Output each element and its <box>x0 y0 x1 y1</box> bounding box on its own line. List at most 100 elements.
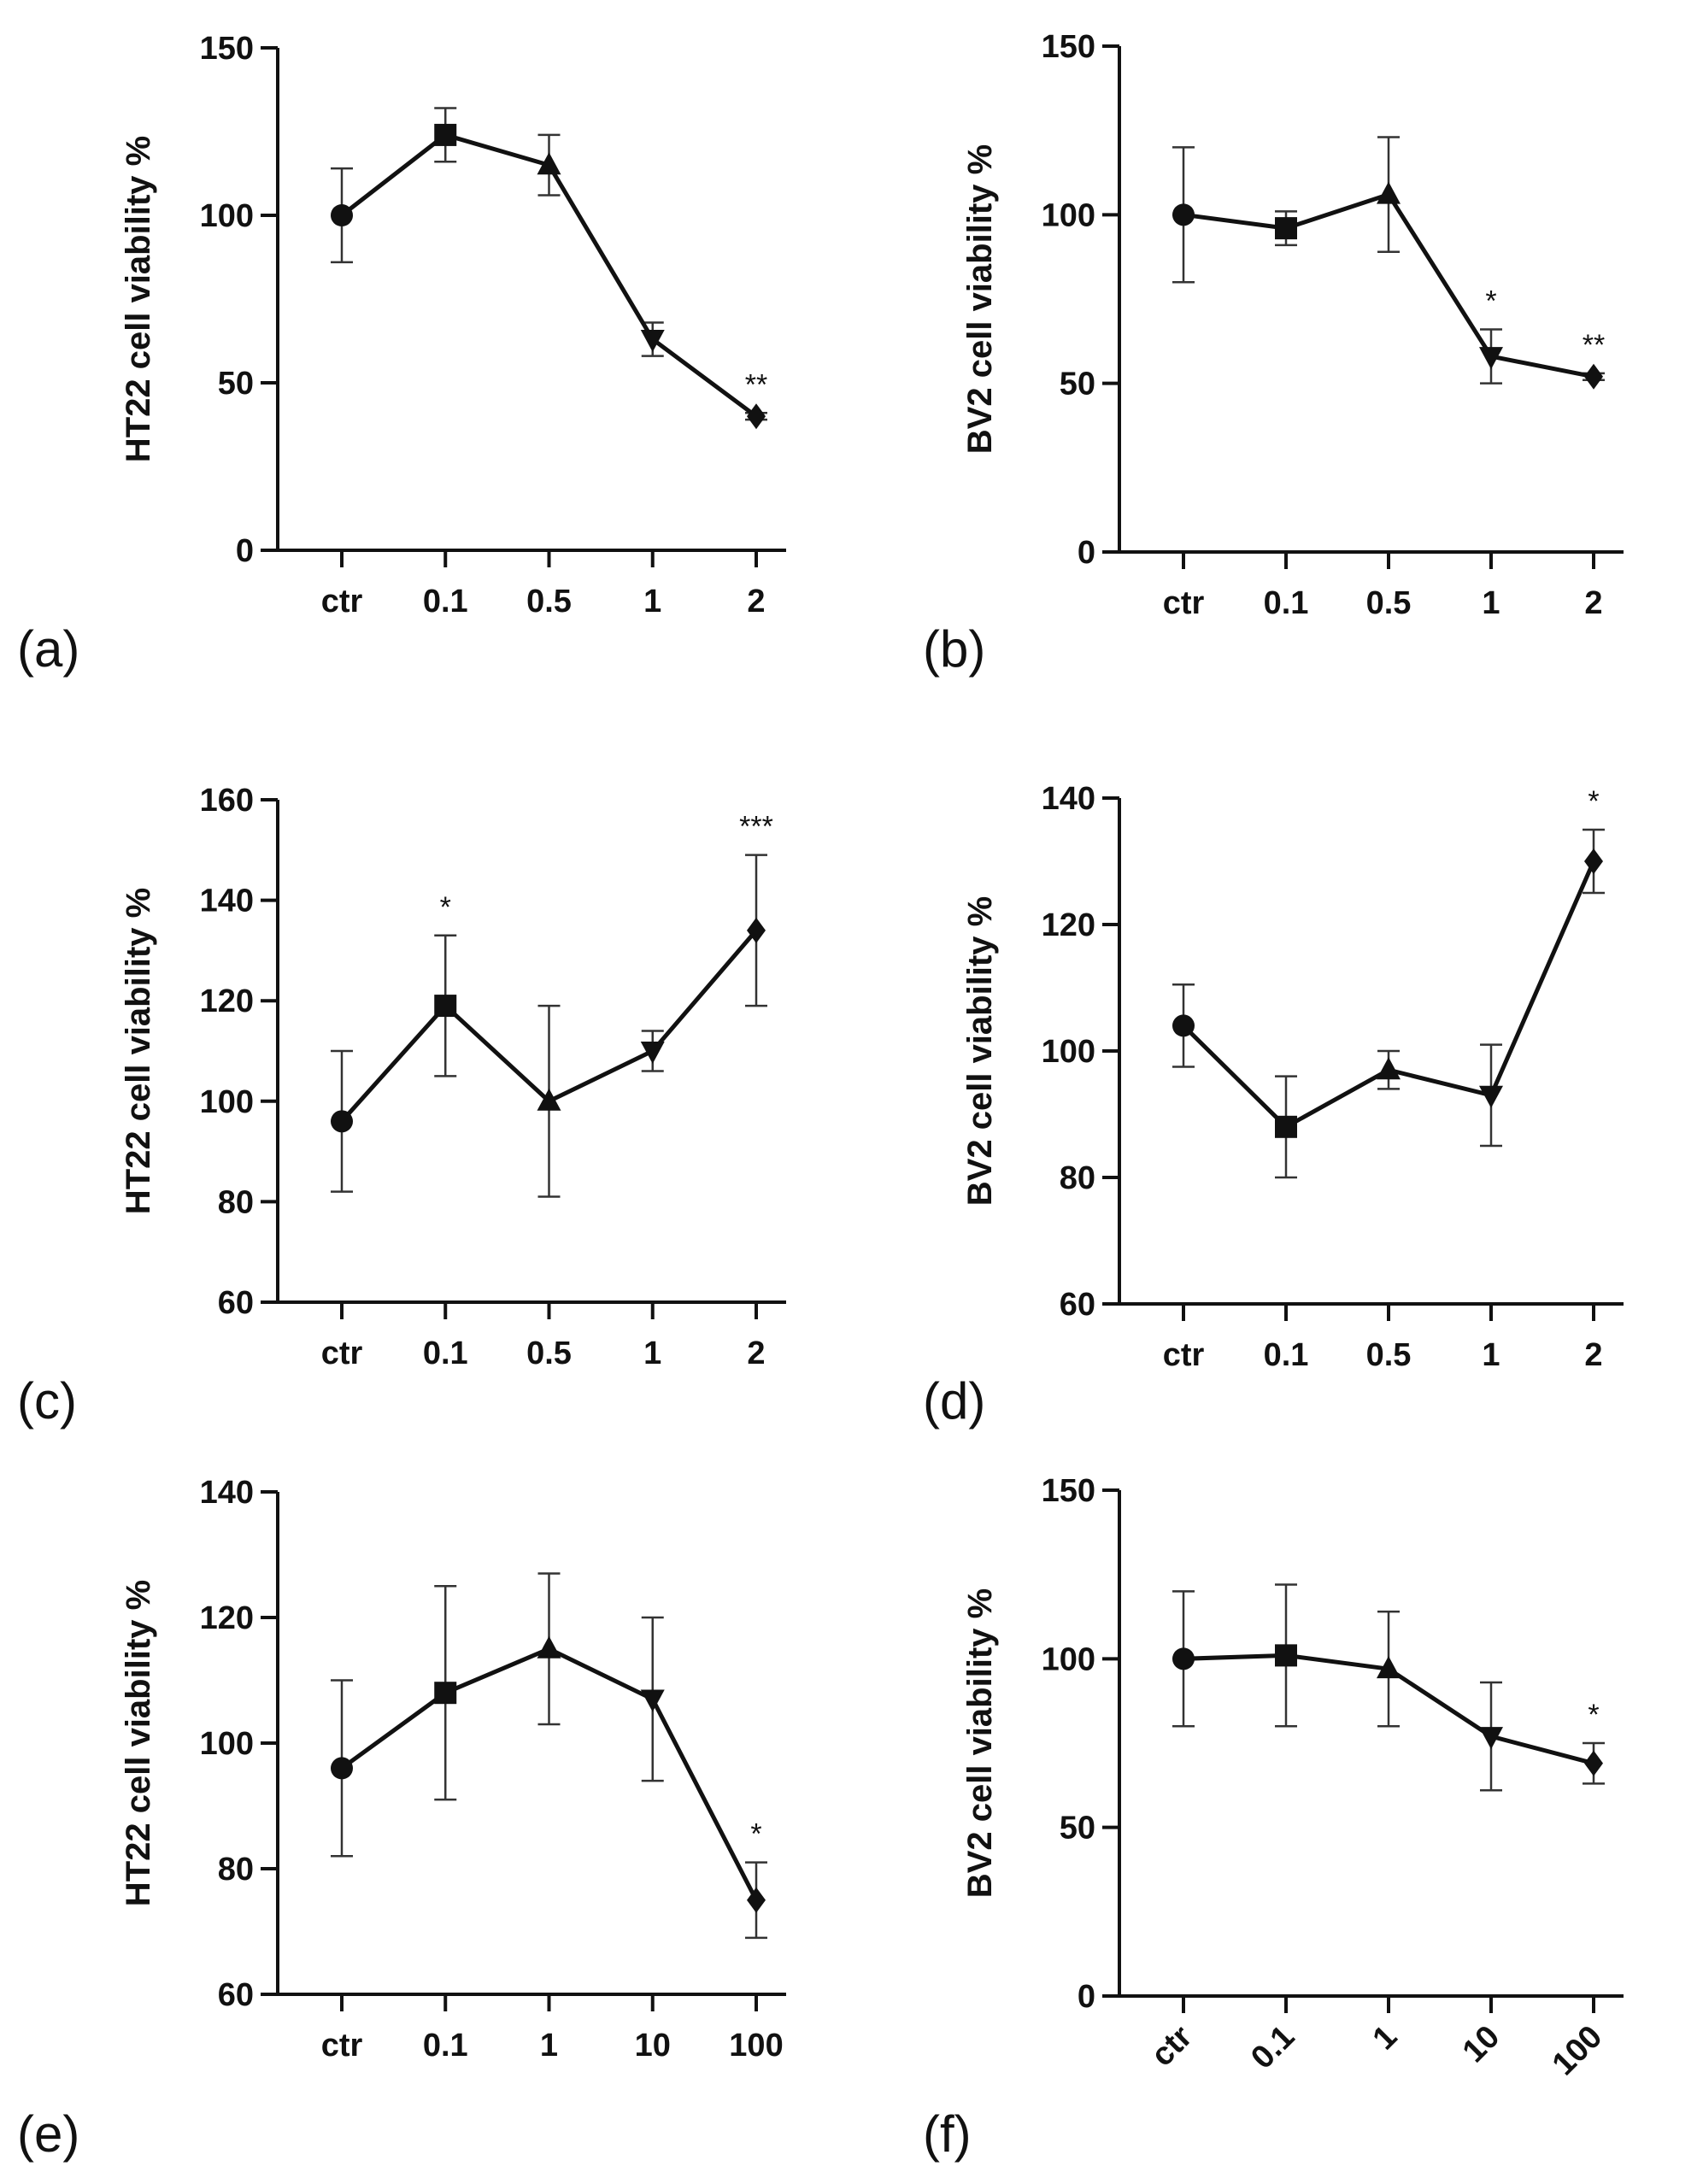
chart-c-y-tick-label-0: 60 <box>218 1285 254 1321</box>
chart-c-x-tick-label-4: 2 <box>747 1336 765 1371</box>
chart-f-y-axis-title: BV2 cell viability % <box>961 1588 999 1898</box>
panel-e: 60 80 100 120 140 ctr 0.1 1 10 100 HT22 cell viabi… <box>17 1453 837 2181</box>
chart-d-y-axis-title: BV2 cell viability % <box>961 896 999 1206</box>
chart-d-x-tick-label-0: ctr <box>1163 1337 1205 1373</box>
chart-a-x-tick-label-4: 2 <box>747 584 765 619</box>
chart-d-y-tick-label-0: 60 <box>1060 1287 1095 1323</box>
chart-f-y-tick-label-2: 100 <box>1042 1641 1095 1677</box>
chart-c-marker-0 <box>331 1110 353 1133</box>
chart-c-marker-1 <box>434 995 457 1018</box>
chart-e-x-tick-label-1: 0.1 <box>423 2028 468 2064</box>
chart-e-y-tick-label-0: 60 <box>218 1977 254 2013</box>
chart-c-x-tick-label-1: 0.1 <box>423 1336 468 1371</box>
chart-f-marker-3 <box>1479 1727 1503 1750</box>
chart-c-marker-4 <box>747 917 766 943</box>
chart-b-y-tick-label-2: 100 <box>1042 197 1095 233</box>
panel-d: 60 80 100 120 140 ctr 0.1 0.5 1 2 BV2 cell viabili… <box>863 760 1683 1488</box>
panel-label-c: (c) <box>17 1372 77 1430</box>
chart-f-marker-1 <box>1275 1644 1297 1667</box>
chart-e-y-tick-label-2: 100 <box>200 1726 254 1762</box>
chart-e-x-tick-label-2: 1 <box>540 2028 558 2064</box>
chart-f-x-tick-label-1: 0.1 <box>1244 2019 1301 2076</box>
chart-e-x-tick-label-4: 100 <box>729 2028 783 2064</box>
chart-a-x-tick-label-1: 0.1 <box>423 584 468 619</box>
chart-b-x-tick-label-2: 0.5 <box>1366 585 1412 621</box>
chart-f-significance-4: * <box>1588 1699 1599 1731</box>
chart-f-x-tick-label-4: 100 <box>1546 2019 1610 2083</box>
chart-c-y-tick-label-4: 140 <box>200 884 254 919</box>
chart-f-x-tick-label-2: 1 <box>1366 2019 1405 2058</box>
chart-b-y-tick-label-3: 150 <box>1042 29 1095 65</box>
chart-d-marker-4 <box>1584 848 1603 874</box>
chart-d-y-tick-label-2: 100 <box>1042 1034 1095 1070</box>
chart-a-marker-2 <box>537 152 561 175</box>
chart-e-marker-4 <box>747 1887 766 1913</box>
panel-label-a: (a) <box>17 620 80 678</box>
chart-e-marker-0 <box>331 1757 353 1780</box>
chart-b-significance-4: ** <box>1583 329 1605 361</box>
chart-b-x-tick-label-4: 2 <box>1584 585 1602 621</box>
chart-d-x-tick-label-4: 2 <box>1584 1337 1602 1373</box>
chart-e-y-tick-label-4: 140 <box>200 1475 254 1511</box>
chart-b-marker-4 <box>1584 363 1603 390</box>
chart-a-y-axis-title: HT22 cell viability % <box>120 136 157 462</box>
chart-c: 60 80 100 120 140 160 ctr 0.1 0.5 1 2 HT22 cell via… <box>120 783 786 1371</box>
panel-a: 0 50 100 150 ctr 0.1 0.5 1 2 HT22 cell viability … <box>17 9 837 737</box>
chart-b: 0 50 100 150 ctr 0.1 0.5 1 2 BV2 cell viability %… <box>961 29 1624 621</box>
chart-c-y-tick-label-1: 80 <box>218 1184 254 1220</box>
chart-f-marker-0 <box>1172 1647 1195 1670</box>
chart-f-x-tick-label-3: 10 <box>1456 2019 1507 2070</box>
chart-d-y-tick-label-4: 140 <box>1042 781 1095 817</box>
chart-a-y-tick-label-1: 50 <box>218 366 254 402</box>
chart-a-significance-4: ** <box>745 368 767 401</box>
chart-f-marker-4 <box>1584 1750 1603 1776</box>
chart-c-y-tick-label-2: 100 <box>200 1084 254 1120</box>
chart-a-y-tick-label-2: 100 <box>200 198 254 234</box>
chart-b-y-tick-label-1: 50 <box>1060 367 1095 402</box>
chart-a: 0 50 100 150 ctr 0.1 0.5 1 2 HT22 cell viability … <box>120 31 786 619</box>
chart-e-significance-4: * <box>750 1818 761 1851</box>
chart-c-y-tick-label-3: 120 <box>200 983 254 1019</box>
chart-d-y-tick-label-1: 80 <box>1060 1160 1095 1196</box>
panel-f: 0 50 100 150 ctr 0.1 1 10 100 BV2 cell viability … <box>863 1453 1683 2181</box>
chart-f-y-tick-label-1: 50 <box>1060 1811 1095 1846</box>
chart-d-x-tick-label-2: 0.5 <box>1366 1337 1412 1373</box>
chart-a-marker-1 <box>434 123 457 146</box>
chart-a-y-tick-label-3: 150 <box>200 31 254 67</box>
chart-f-x-tick-label-0: ctr <box>1144 2019 1199 2074</box>
chart-c-y-axis-title: HT22 cell viability % <box>120 888 157 1214</box>
chart-a-x-tick-label-3: 1 <box>643 584 661 619</box>
panel-c: 60 80 100 120 140 160 ctr 0.1 0.5 1 2 HT22 cell via… <box>17 760 837 1488</box>
panel-label-f: (f) <box>923 2105 972 2163</box>
chart-c-marker-3 <box>640 1042 665 1064</box>
panel-b: 0 50 100 150 ctr 0.1 0.5 1 2 BV2 cell viability %… <box>863 9 1683 737</box>
chart-d-significance-4: * <box>1588 785 1599 818</box>
chart-a-marker-4 <box>747 403 766 430</box>
chart-a-x-tick-label-2: 0.5 <box>526 584 572 619</box>
chart-e-y-tick-label-3: 120 <box>200 1600 254 1636</box>
chart-d-x-tick-label-3: 1 <box>1482 1337 1500 1373</box>
chart-d-marker-3 <box>1479 1085 1503 1108</box>
chart-e: 60 80 100 120 140 ctr 0.1 1 10 100 HT22 cell viabi… <box>120 1475 786 2064</box>
chart-b-marker-1 <box>1275 217 1297 240</box>
chart-b-significance-3: * <box>1485 285 1496 318</box>
chart-b-marker-3 <box>1479 347 1503 370</box>
chart-d-x-tick-label-1: 0.1 <box>1264 1337 1309 1373</box>
chart-d-marker-0 <box>1172 1014 1195 1037</box>
chart-e-y-tick-label-1: 80 <box>218 1852 254 1888</box>
chart-b-y-axis-title: BV2 cell viability % <box>961 144 999 454</box>
chart-e-marker-3 <box>640 1689 665 1712</box>
chart-a-marker-0 <box>331 204 353 226</box>
chart-a-x-tick-label-0: ctr <box>321 584 363 619</box>
chart-b-marker-0 <box>1172 203 1195 226</box>
chart-a-marker-3 <box>640 330 665 353</box>
chart-f-y-tick-label-0: 0 <box>1078 1979 1095 2015</box>
chart-a-y-tick-label-0: 0 <box>236 533 254 569</box>
chart-e-y-axis-title: HT22 cell viability % <box>120 1580 157 1906</box>
chart-e-x-tick-label-3: 10 <box>635 2028 671 2064</box>
chart-c-x-tick-label-0: ctr <box>321 1336 363 1371</box>
panel-label-e: (e) <box>17 2105 80 2163</box>
chart-c-significance-1: * <box>440 891 451 924</box>
chart-d-y-tick-label-3: 120 <box>1042 907 1095 943</box>
